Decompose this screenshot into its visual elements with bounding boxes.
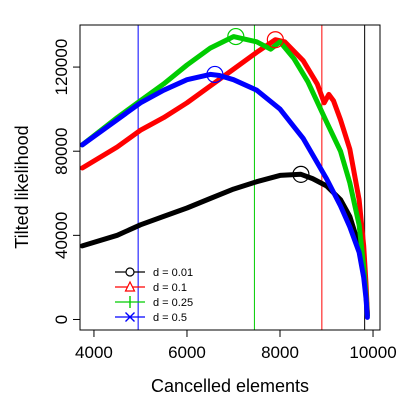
optimum-marker-3 [206, 65, 224, 84]
legend-label-2: d = 0.25 [153, 297, 193, 309]
legend-label-3: d = 0.5 [153, 312, 187, 324]
series-line-2 [79, 34, 370, 318]
x-tick-label-0: 4000 [75, 343, 113, 362]
legend-symbol-0 [125, 267, 135, 277]
y-tick-label-1: 40000 [52, 212, 71, 259]
series-line-0 [79, 171, 370, 318]
legend-label-0: d = 0.01 [153, 267, 193, 279]
optimum-marker-1 [266, 31, 284, 49]
plot-frame [79, 24, 381, 331]
x-tick-label-2: 8000 [261, 343, 299, 362]
optimum-marker-2 [227, 27, 245, 46]
series-line-1 [79, 37, 370, 316]
y-axis-title: Tilted likelihood [12, 125, 32, 248]
y-tick-label-0: 0 [52, 315, 71, 324]
series-line-3 [79, 71, 370, 320]
legend-symbol-1 [124, 280, 136, 292]
legend-symbol-3 [125, 312, 135, 322]
x-axis-title: Cancelled elements [151, 376, 309, 396]
legend-label-1: d = 0.1 [153, 282, 187, 294]
x-tick-label-1: 6000 [168, 343, 206, 362]
optimum-marker-0 [292, 165, 310, 183]
y-tick-label-2: 80000 [52, 128, 71, 175]
y-tick-label-3: 120000 [52, 39, 71, 96]
x-tick-label-3: 10000 [349, 343, 396, 362]
